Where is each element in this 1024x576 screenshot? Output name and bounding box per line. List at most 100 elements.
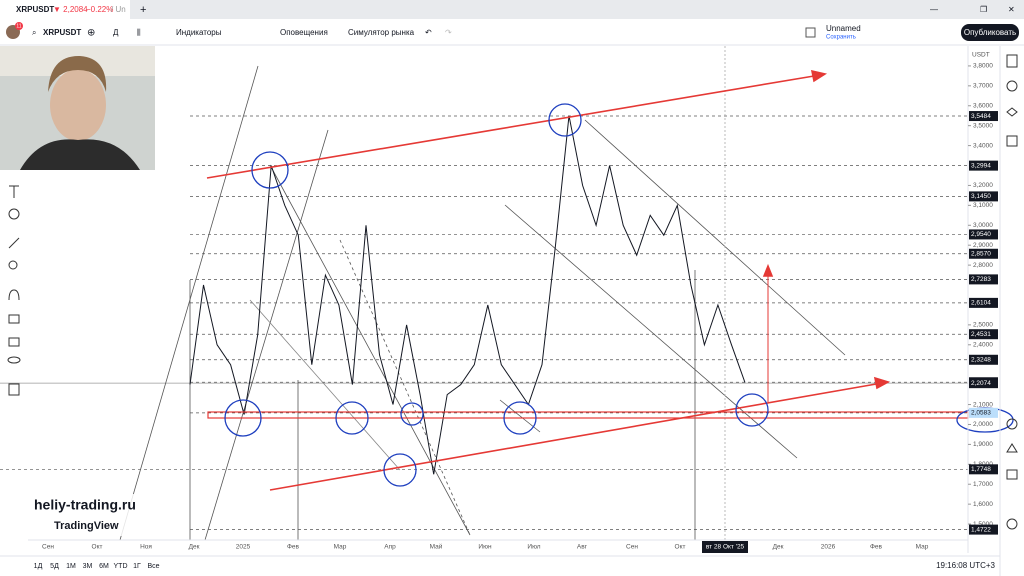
clock: 19:16:08 UTC+3 — [936, 561, 995, 570]
level-tag — [969, 229, 998, 240]
x-tick-label: Фев — [287, 544, 300, 551]
x-tick-label: Июл — [527, 544, 540, 551]
level-label: 2,0583 — [971, 410, 991, 417]
badge-count: 11 — [16, 23, 21, 29]
crosshair-date — [702, 541, 748, 553]
level-label: 2,3248 — [971, 356, 991, 363]
replay[interactable]: Симулятор рынка — [348, 28, 415, 37]
redo[interactable]: ↷ — [445, 28, 452, 37]
y-tick-label: 2,0000 — [973, 421, 993, 428]
range-button[interactable]: 6М — [99, 563, 109, 570]
tab-bar — [0, 0, 1024, 19]
tab-symbol: XRPUSDT — [16, 5, 54, 14]
x-tick-label: Сен — [626, 544, 638, 551]
y-tick-label: 2,1000 — [973, 401, 993, 408]
left-toolbar[interactable] — [7, 185, 21, 396]
y-tick-label: 3,4000 — [973, 142, 993, 149]
x-tick-label: Апр — [384, 544, 396, 551]
webcam-hair — [48, 55, 107, 92]
x-tick-label: Фев — [870, 544, 883, 551]
level-label: 2,9540 — [971, 231, 991, 238]
webcam-shirt — [20, 139, 140, 170]
right-sidebar[interactable] — [1006, 54, 1018, 530]
chart-style[interactable]: ⫼ — [137, 28, 141, 37]
y-tick-label: 1,5000 — [973, 521, 993, 528]
level-label: 3,5484 — [971, 113, 991, 120]
level-tag — [969, 524, 998, 535]
webcam-face — [50, 69, 106, 141]
x-tick-label: Окт — [92, 544, 103, 551]
level-label: 1,4722 — [971, 526, 991, 533]
level-label: 2,7283 — [971, 276, 991, 283]
level-tag — [969, 111, 998, 122]
range-button[interactable]: 5Д — [50, 563, 59, 570]
x-tick-label: Июн — [478, 544, 492, 551]
indicators[interactable]: Индикаторы — [176, 28, 222, 37]
new-tab[interactable]: + — [140, 4, 146, 16]
tab[interactable] — [0, 0, 130, 19]
y-tick-label: 3,6000 — [973, 102, 993, 109]
watermark-site: heliy-trading.ru — [34, 497, 136, 513]
range-button[interactable]: Все — [147, 563, 159, 570]
range-button[interactable]: YTD — [114, 563, 128, 570]
y-tick-label: 1,9000 — [973, 441, 993, 448]
level-label: 1,7748 — [971, 466, 991, 473]
level-label: 2,8570 — [971, 250, 991, 257]
y-tick-label: 3,8000 — [973, 63, 993, 70]
compare[interactable]: ⊕ — [87, 28, 95, 39]
y-tick-label: 2,5000 — [973, 322, 993, 329]
x-tick-label: Мар — [334, 544, 347, 551]
minimize[interactable]: — — [930, 5, 938, 14]
maximize[interactable]: ❐ — [980, 5, 987, 14]
layout-name[interactable]: Unnamed — [826, 24, 861, 33]
level-tag — [969, 160, 998, 171]
level-tag — [969, 378, 998, 389]
layout-icon[interactable] — [805, 27, 816, 38]
x-tick-label: Сен — [42, 544, 54, 551]
symbol[interactable]: XRPUSDT — [43, 28, 81, 37]
x-tick-label: Авг — [577, 544, 588, 551]
y-tick-label: 3,5000 — [973, 122, 993, 129]
publish-button[interactable] — [961, 24, 1019, 41]
currency: USDT — [972, 52, 990, 59]
level-tag — [969, 274, 998, 285]
close[interactable]: ✕ — [1008, 5, 1015, 14]
undo[interactable]: ↶ — [425, 28, 432, 37]
drawings — [119, 46, 846, 541]
y-tick-label: 3,0000 — [973, 222, 993, 229]
tab-price: ▼ 2,2084 — [53, 5, 88, 14]
tab-suffix: / Un — [111, 5, 126, 14]
publish-label: Опубликовать — [964, 28, 1016, 37]
alerts[interactable]: Оповещения — [280, 28, 328, 37]
level-tag — [969, 297, 998, 308]
x-tick-label: Май — [430, 543, 443, 551]
save[interactable]: Сохранить — [826, 35, 856, 41]
level-label: 2,4531 — [971, 331, 991, 338]
interval[interactable]: Д — [113, 28, 119, 37]
range-button[interactable]: 3М — [83, 563, 93, 570]
chart-pane[interactable] — [28, 46, 968, 540]
y-tick-label: 1,6000 — [973, 501, 993, 508]
x-tick-label: Дек — [189, 544, 200, 551]
y-tick-label: 2,8000 — [973, 262, 993, 269]
level-label: 2,2074 — [971, 380, 991, 387]
tab-change: −0.22% — [86, 5, 113, 14]
price-line — [189, 115, 746, 475]
x-tick-label: вт 28 Окт '25 — [706, 544, 745, 551]
level-tag — [969, 248, 998, 259]
range-button[interactable]: 1Г — [133, 563, 141, 570]
x-tick-label: Мар — [916, 544, 929, 551]
level-label: 2,6104 — [971, 300, 991, 307]
y-tick-label: 3,7000 — [973, 83, 993, 90]
range-button[interactable]: 1Д — [34, 563, 43, 570]
y-tick-label: 2,4000 — [973, 342, 993, 349]
range-button[interactable]: 1М — [66, 563, 76, 570]
search-icon[interactable]: ⌕ — [32, 28, 36, 37]
level-tag — [969, 464, 998, 475]
badge — [15, 22, 23, 30]
level-tag — [969, 329, 998, 340]
watermark-bg — [30, 494, 140, 536]
level-tag — [969, 191, 998, 202]
